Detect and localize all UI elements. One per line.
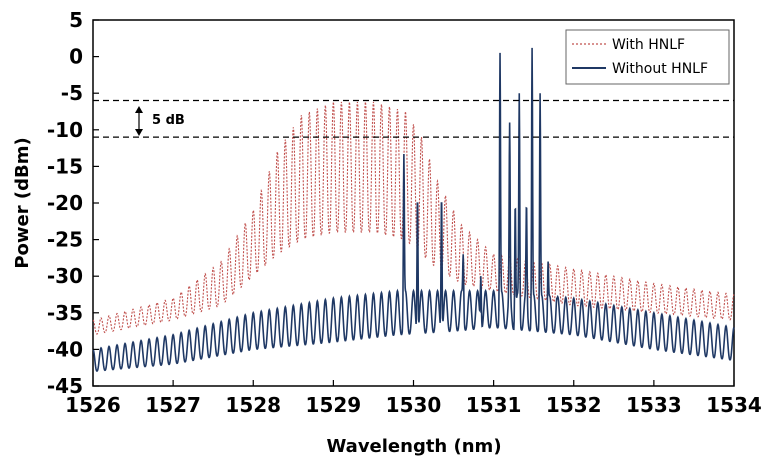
x-tick-label: 1527 bbox=[145, 393, 201, 417]
y-tick-label: -45 bbox=[47, 374, 83, 398]
y-tick-label: 0 bbox=[69, 45, 83, 69]
legend-label-without-hnlf: Without HNLF bbox=[612, 61, 708, 77]
legend-box bbox=[565, 29, 730, 85]
arrow-head-down bbox=[135, 129, 143, 136]
legend: With HNLF Without HNLF bbox=[565, 29, 730, 85]
arrow-head-up bbox=[135, 106, 143, 113]
difference-annotation: 5 dB bbox=[135, 106, 185, 136]
series-without-hnlf bbox=[92, 47, 735, 372]
difference-label: 5 dB bbox=[152, 113, 185, 128]
series-with-hnlf bbox=[92, 101, 735, 335]
x-tick-label: 1530 bbox=[386, 393, 442, 417]
y-tick-label: -5 bbox=[61, 81, 83, 105]
y-axis-ticks: 5 0 -5 -10 -15 -20 -25 -30 -35 -40 -45 bbox=[47, 8, 99, 398]
without-hnlf-trace bbox=[92, 47, 735, 372]
y-tick-label: -15 bbox=[47, 154, 83, 178]
x-tick-label: 1534 bbox=[706, 393, 761, 417]
x-tick-label: 1531 bbox=[466, 393, 522, 417]
x-tick-label: 1529 bbox=[306, 393, 362, 417]
y-tick-label: -25 bbox=[47, 228, 83, 252]
x-axis-ticks: 1526 1527 1528 1529 1530 1531 1532 1533 1534 bbox=[65, 380, 761, 417]
x-axis-title: Wavelength (nm) bbox=[326, 436, 501, 457]
y-tick-label: 5 bbox=[69, 8, 83, 32]
x-tick-label: 1533 bbox=[626, 393, 682, 417]
x-tick-label: 1528 bbox=[225, 393, 281, 417]
y-tick-label: -20 bbox=[47, 191, 83, 215]
y-tick-label: -40 bbox=[47, 337, 83, 361]
y-tick-label: -10 bbox=[47, 118, 83, 142]
y-tick-label: -30 bbox=[47, 264, 83, 288]
x-tick-label: 1532 bbox=[546, 393, 602, 417]
x-tick-label: 1526 bbox=[65, 393, 121, 417]
y-axis-title: Power (dBm) bbox=[12, 137, 33, 268]
reference-lines bbox=[93, 99, 734, 138]
with-hnlf-trace bbox=[92, 101, 735, 335]
y-tick-label: -35 bbox=[47, 301, 83, 325]
legend-label-with-hnlf: With HNLF bbox=[612, 37, 685, 53]
